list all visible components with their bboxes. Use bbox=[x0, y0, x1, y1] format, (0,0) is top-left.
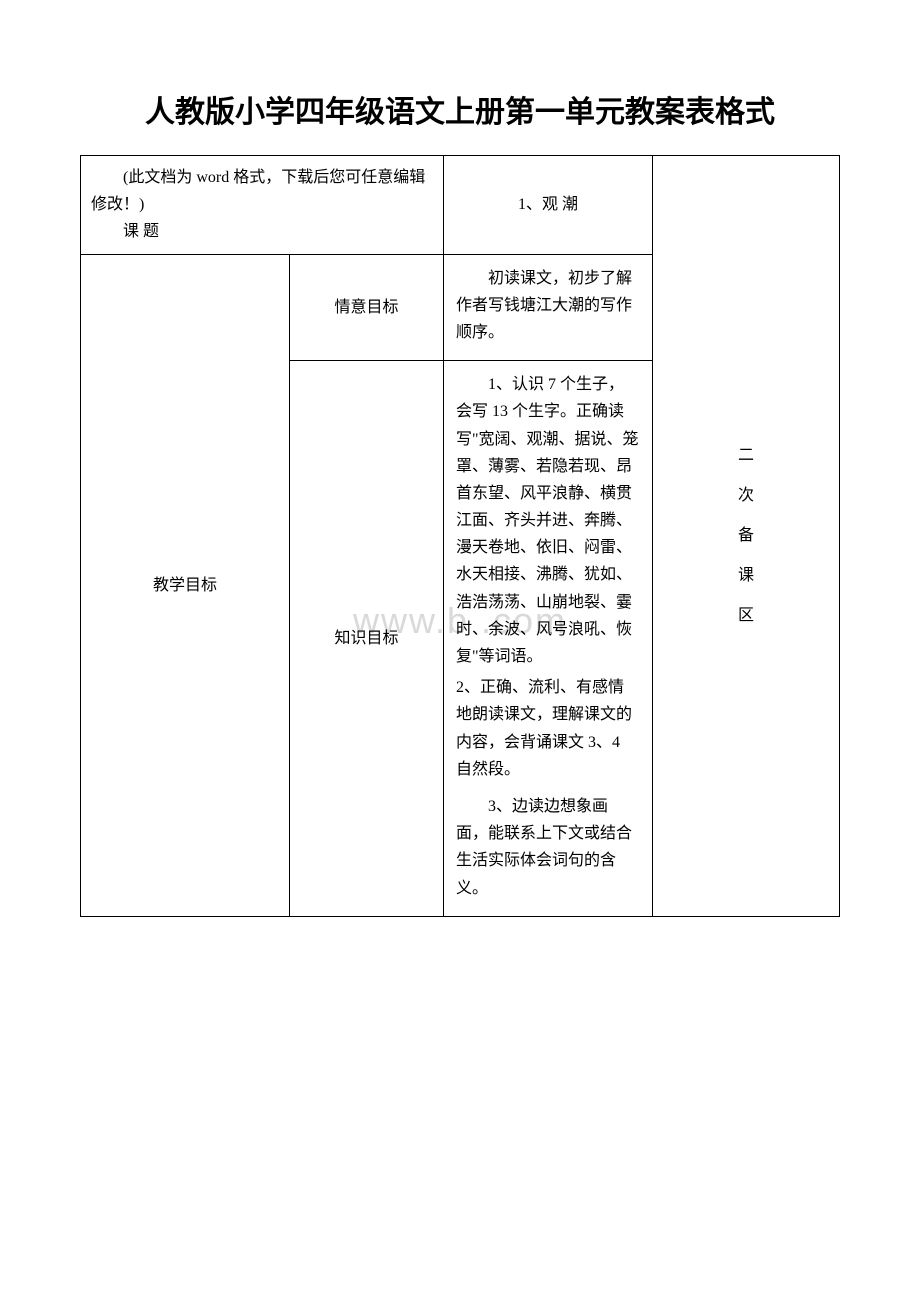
topic-label: 课 题 bbox=[91, 218, 433, 245]
content-cell: 1、认识 7 个生子，会写 13 个生字。正确读写"宽阔、观潮、据说、笼罩、薄雾… bbox=[443, 361, 652, 917]
content-text: 1、认识 7 个生子，会写 13 个生字。正确读写"宽阔、观潮、据说、笼罩、薄雾… bbox=[456, 371, 640, 670]
side-char: 区 bbox=[663, 596, 829, 636]
side-char: 次 bbox=[663, 476, 829, 516]
content-text: 2、正确、流利、有感情地朗读课文，理解课文的内容，会背诵课文 3、4 自然段。 bbox=[456, 674, 640, 783]
side-label-cell: 二 次 备 课 区 bbox=[652, 156, 839, 917]
sub-label-cell: 情意目标 bbox=[289, 254, 443, 361]
side-char: 课 bbox=[663, 556, 829, 596]
goal-label-cell: 教学目标 bbox=[81, 254, 290, 916]
topic-value-cell: 1、观 潮 bbox=[443, 156, 652, 255]
side-char: 备 bbox=[663, 516, 829, 556]
document-container: 人教版小学四年级语文上册第一单元教案表格式 (此文档为 word 格式，下载后您… bbox=[80, 90, 840, 917]
header-note-text: (此文档为 word 格式，下载后您可任意编辑修改！) bbox=[91, 164, 433, 218]
document-title: 人教版小学四年级语文上册第一单元教案表格式 bbox=[80, 90, 840, 135]
lesson-plan-table: (此文档为 word 格式，下载后您可任意编辑修改！) 课 题 1、观 潮 二 … bbox=[80, 155, 840, 917]
sub-label-cell: 知识目标 bbox=[289, 361, 443, 917]
content-text: 3、边读边想象画面，能联系上下文或结合生活实际体会词句的含义。 bbox=[456, 793, 640, 902]
header-note-cell: (此文档为 word 格式，下载后您可任意编辑修改！) 课 题 bbox=[81, 156, 444, 255]
content-cell: 初读课文，初步了解作者写钱塘江大潮的写作顺序。 bbox=[443, 254, 652, 361]
content-text: 初读课文，初步了解作者写钱塘江大潮的写作顺序。 bbox=[456, 265, 640, 347]
side-char: 二 bbox=[663, 436, 829, 476]
table-row: (此文档为 word 格式，下载后您可任意编辑修改！) 课 题 1、观 潮 二 … bbox=[81, 156, 840, 255]
